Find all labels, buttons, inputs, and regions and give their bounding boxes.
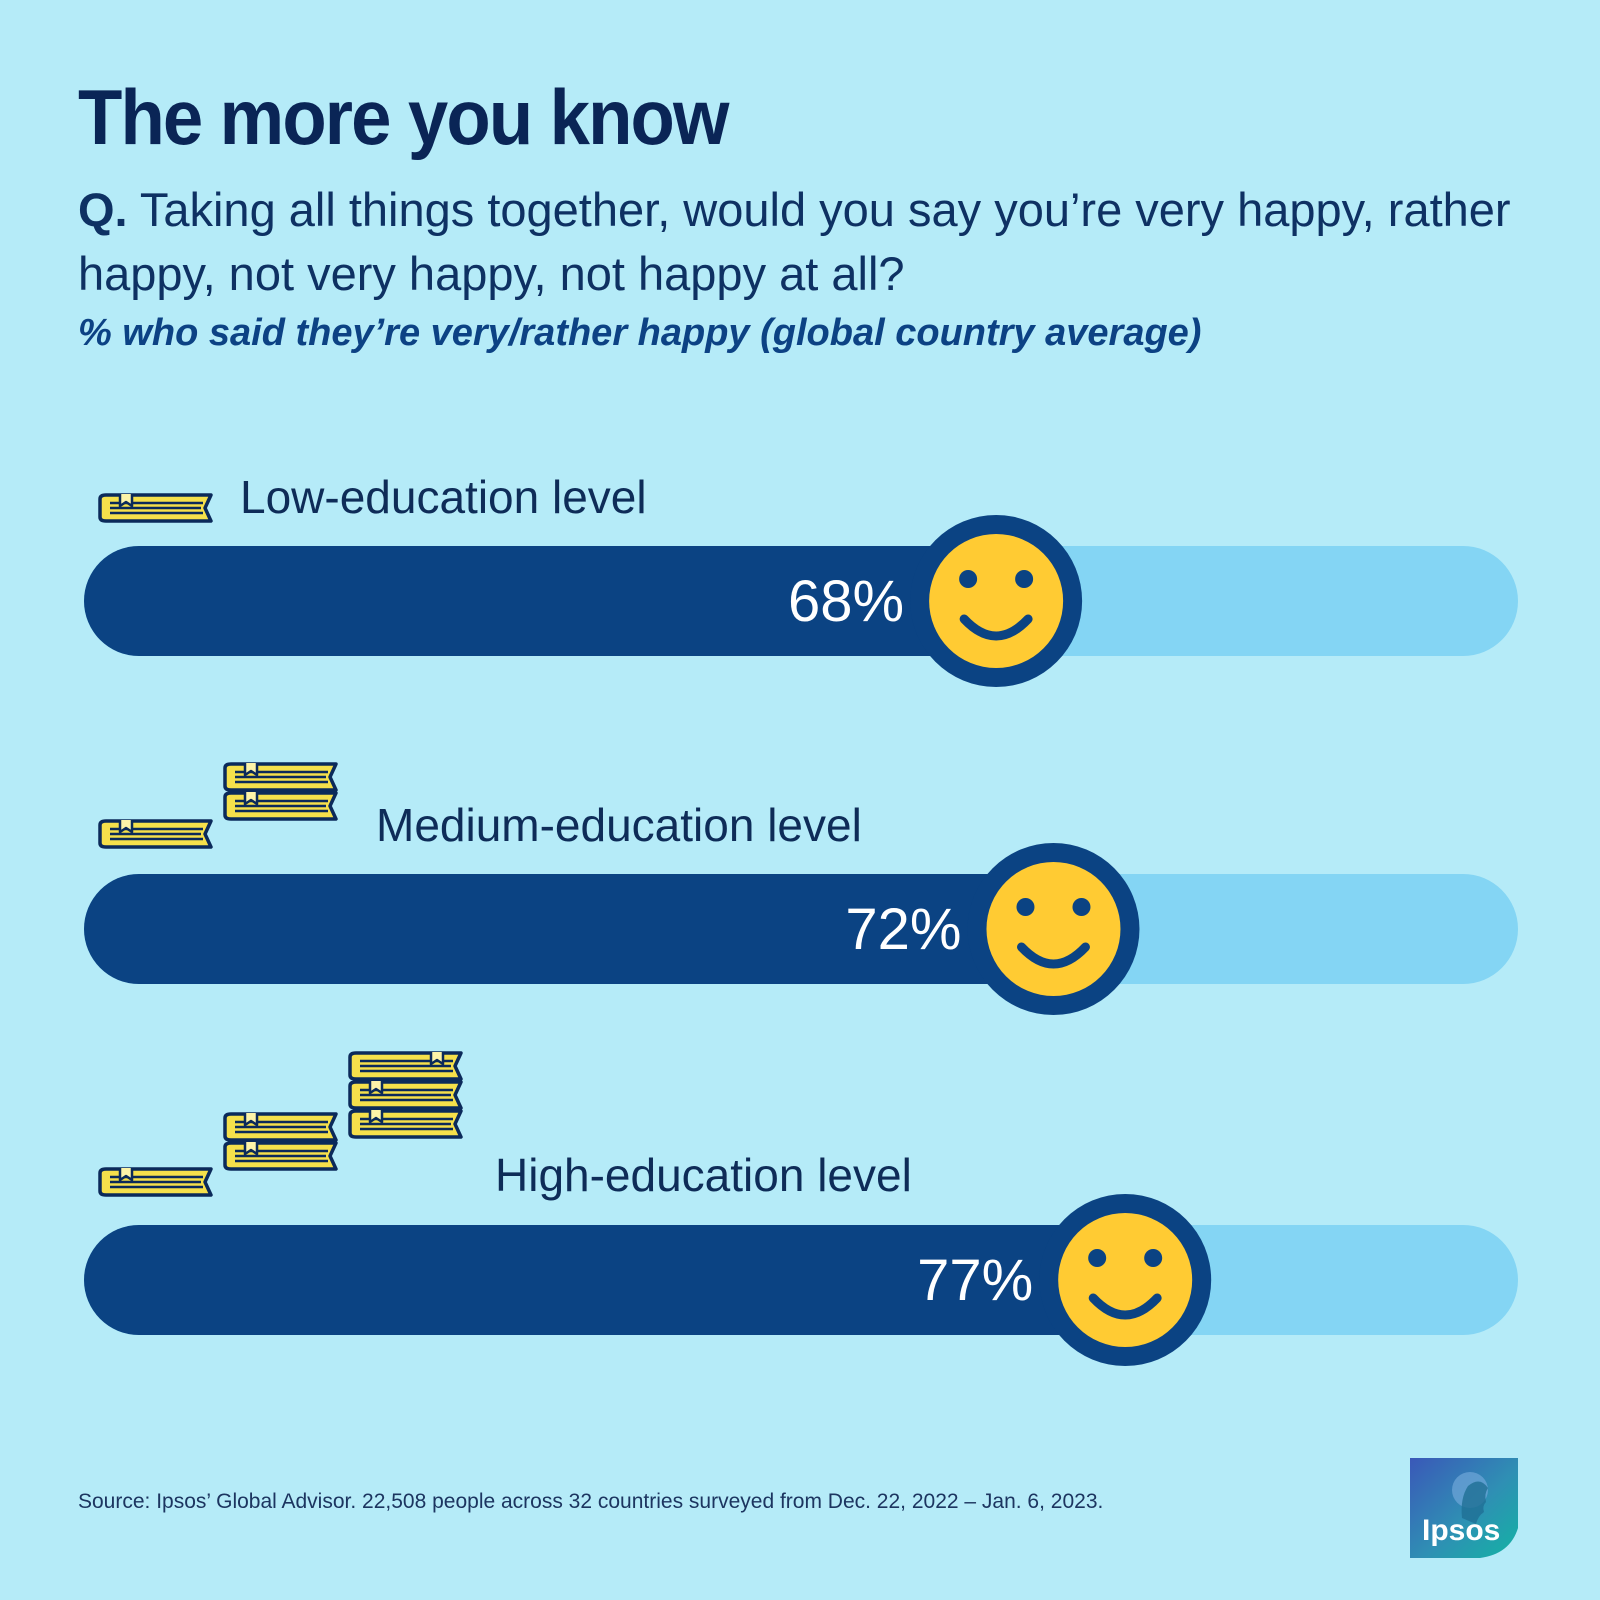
bookmark (243, 1113, 259, 1127)
smiley-icon (1039, 1194, 1212, 1366)
books-stack-icon (223, 1112, 338, 1171)
smiley-mouth (1016, 942, 1090, 969)
smiley-mouth (959, 614, 1033, 641)
bar (84, 546, 1060, 656)
smiley-eye (1088, 1249, 1107, 1267)
books-stack-icon (223, 762, 338, 821)
bookmark (118, 494, 134, 508)
smiley-icon (910, 515, 1083, 687)
bar (84, 1225, 1189, 1335)
ipsos-logo-icon (1410, 1458, 1518, 1558)
chart-title: The more you know (78, 73, 729, 161)
smiley-eye (1015, 570, 1034, 588)
bookmark (118, 1168, 134, 1182)
smiley-eye (959, 570, 978, 588)
books-stack-icon (98, 493, 213, 523)
bookmark (118, 820, 134, 834)
survey-question: Q. Taking all things together, would you… (78, 178, 1558, 306)
bar (84, 874, 1117, 984)
books-stack-icon (98, 1167, 213, 1197)
smiley-face (986, 862, 1121, 996)
books-stack-icon (98, 819, 213, 849)
smiley-mouth (1088, 1293, 1162, 1320)
value-label: 77% (917, 1248, 1033, 1313)
category-label-low: Low-education level (240, 471, 647, 523)
source-note: Source: Ipsos’ Global Advisor. 22,508 pe… (78, 1490, 1104, 1513)
bookmark (368, 1110, 384, 1124)
value-label: 68% (788, 569, 904, 634)
smiley-eye (1072, 898, 1091, 916)
books-stack-icon (348, 1051, 463, 1139)
question-prefix: Q. (78, 183, 128, 236)
smiley-eye (1016, 898, 1035, 916)
bookmark (243, 1142, 259, 1156)
smiley-eye (1144, 1249, 1163, 1267)
ipsos-logo: Ipsos (1410, 1458, 1518, 1558)
logo-text: Ipsos (1422, 1514, 1501, 1547)
value-label: 72% (845, 897, 961, 962)
category-label-high: High-education level (495, 1149, 912, 1201)
bookmark (368, 1081, 384, 1095)
bookmark (429, 1052, 445, 1066)
category-label-medium: Medium-education level (376, 799, 862, 851)
bookmark (243, 792, 259, 806)
smiley-icon (967, 843, 1140, 1015)
question-text: Taking all things together, would you sa… (78, 183, 1511, 300)
smiley-face (1058, 1213, 1193, 1347)
bookmark (243, 763, 259, 777)
smiley-face (929, 534, 1064, 668)
chart-subtitle: % who said they’re very/rather happy (gl… (78, 312, 1202, 354)
